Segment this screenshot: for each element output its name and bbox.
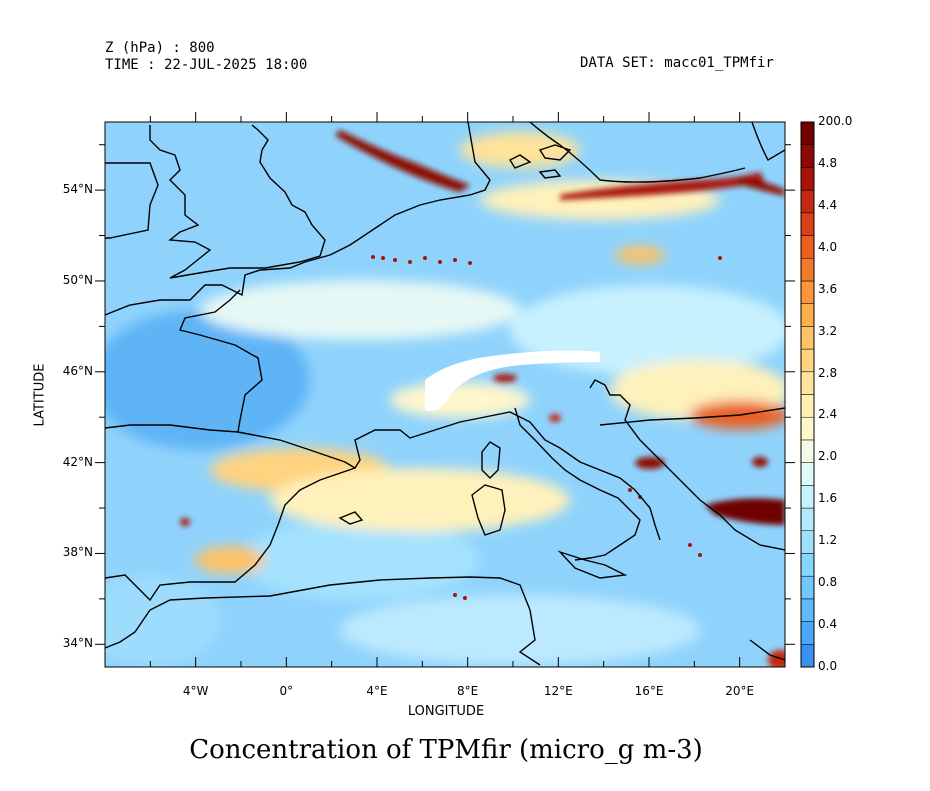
colorbar-band: [800, 416, 815, 441]
x-tick-label: 8°E: [457, 684, 479, 698]
colorbar-band: [800, 439, 815, 463]
colorbar-label: 3.6: [818, 281, 838, 296]
colorbar-band: [800, 121, 815, 145]
colorbar-band: [800, 280, 815, 304]
y-axis-label: LATITUDE: [32, 363, 48, 427]
colorbar-band: [800, 235, 815, 259]
y-axis-ticks: [95, 144, 795, 645]
colorbar-band: [800, 462, 815, 486]
colorbar-label: 4.0: [818, 239, 838, 254]
colorbar-band: [800, 644, 815, 668]
colorbar-label: 4.8: [818, 155, 838, 170]
colorbar-label: 2.4: [818, 407, 838, 422]
y-tick-label: 46°N: [62, 363, 93, 378]
x-tick-label: 4°E: [366, 684, 388, 698]
colorbar-band: [800, 144, 815, 168]
colorbar-band: [800, 258, 815, 282]
time-label: TIME : 22-JUL-2025 18:00: [105, 57, 308, 73]
colorbar-band: [800, 189, 815, 214]
colorbar-frame: [800, 121, 815, 668]
colorbar-label: 0.8: [818, 575, 838, 590]
y-tick-label: 50°N: [62, 272, 93, 287]
colorbar-label: 2.8: [818, 365, 838, 380]
y-tick-label: 42°N: [62, 454, 93, 469]
y-tick-label: 38°N: [62, 545, 93, 560]
colorbar-label: 1.2: [818, 533, 838, 548]
colorbar-band: [800, 621, 815, 645]
colorbar-band: [800, 371, 815, 395]
colorbar-band: [800, 212, 815, 236]
colorbar-band: [800, 575, 815, 600]
dataset-label: DATA SET: macc01_TPMfir: [580, 55, 774, 71]
colorbar-label: 2.0: [818, 449, 838, 464]
level-label: Z (hPa) : 800: [105, 40, 215, 56]
x-tick-label: 12°E: [543, 684, 573, 698]
x-tick-label: 20°E: [725, 684, 755, 698]
x-tick-label: 0°: [279, 684, 294, 698]
colorbar-band: [800, 303, 815, 327]
chart-caption: Concentration of TPMfir (micro_g m-3): [189, 735, 703, 765]
colorbar-band: [800, 167, 815, 191]
x-axis-ticks: [149, 112, 741, 667]
colorbar-band: [800, 598, 815, 622]
colorbar-band: [800, 348, 815, 373]
colorbar-label: 0.0: [818, 659, 838, 673]
colorbar-band: [800, 485, 815, 509]
x-tick-label: 16°E: [634, 684, 664, 698]
colorbar-band: [800, 507, 815, 531]
colorbar-label: 3.2: [818, 323, 838, 338]
y-tick-label: 34°N: [62, 636, 93, 651]
colorbar-band: [800, 394, 815, 418]
concentration-field: [105, 122, 785, 667]
colorbar-label: 4.4: [818, 197, 838, 212]
coastlines: [105, 122, 785, 666]
colorbar-band: [800, 553, 815, 577]
y-tick-label: 54°N: [62, 182, 93, 197]
x-tick-label: 4°W: [182, 684, 209, 698]
colorbar-band: [800, 326, 815, 350]
colorbar: [800, 121, 815, 668]
colorbar-label: 0.4: [818, 617, 838, 632]
colorbar-label: 200.0: [818, 114, 853, 128]
colorbar-label: 1.6: [818, 491, 838, 506]
x-axis-label: LONGITUDE: [407, 704, 485, 719]
colorbar-band: [800, 530, 815, 554]
